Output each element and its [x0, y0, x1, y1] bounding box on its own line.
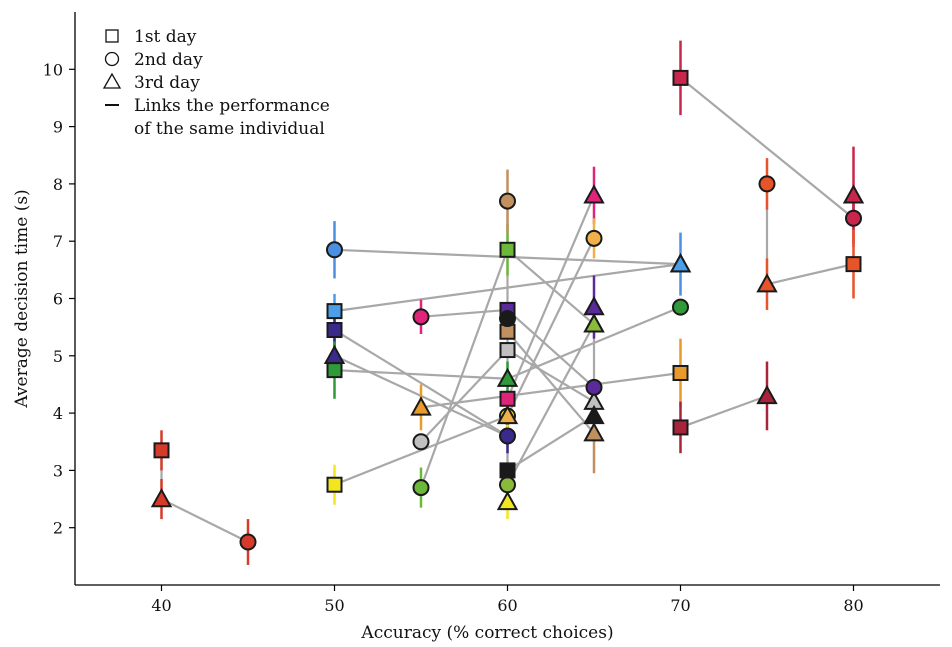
individual-link-line	[506, 323, 595, 486]
y-tick-label: 4	[53, 404, 63, 423]
data-point-day3	[496, 404, 519, 425]
data-point-day1	[326, 322, 343, 339]
legend-circle-icon	[104, 51, 120, 67]
data-point-day1	[326, 303, 343, 320]
individual-link-line	[679, 77, 855, 220]
data-point-day1	[499, 390, 516, 407]
data-point-day3	[150, 487, 173, 508]
data-point-day2	[412, 308, 430, 326]
individual-link-line	[766, 263, 854, 286]
data-point-day1	[672, 419, 689, 436]
y-tick-label: 6	[53, 290, 63, 309]
data-point-day3	[583, 296, 605, 316]
individual-link-line	[506, 349, 595, 403]
data-point-day2	[672, 298, 689, 316]
data-point-day2	[412, 433, 430, 451]
data-point-day1	[153, 442, 170, 459]
data-point-day2	[845, 209, 862, 227]
individual-link-line	[506, 237, 595, 417]
data-point-day3	[583, 313, 605, 333]
data-point-day1	[672, 364, 689, 381]
data-point-day2	[326, 241, 343, 259]
y-tick-label: 9	[53, 118, 63, 137]
data-point-day3	[496, 490, 519, 511]
individual-link-line	[419, 249, 509, 488]
individual-link-line	[506, 331, 595, 434]
legend-label: of the same individual	[134, 119, 325, 139]
individual-link-line	[506, 415, 595, 472]
data-point-day3	[323, 344, 346, 364]
individual-link-line	[161, 498, 249, 544]
data-point-day3	[496, 367, 519, 387]
x-axis-label: Accuracy (% correct choices)	[360, 623, 613, 643]
individual-link-line	[506, 309, 595, 389]
data-point-day3	[756, 384, 778, 405]
data-point-day1	[499, 241, 516, 258]
data-point-day2	[499, 192, 516, 210]
data-point-day3	[410, 396, 432, 416]
legend-label: 1st day	[134, 27, 197, 47]
individual-link-line	[333, 329, 509, 437]
legend-label: 2nd day	[134, 50, 203, 70]
individual-link-line	[420, 308, 508, 318]
data-point-day1	[672, 69, 689, 86]
data-point-day3	[583, 184, 605, 204]
data-point-day1	[326, 476, 343, 493]
data-point-day2	[499, 476, 516, 494]
data-point-day3	[756, 273, 778, 293]
legend-label: 3rd day	[134, 73, 200, 93]
data-point-day2	[239, 533, 257, 551]
data-point-day1	[499, 462, 516, 479]
x-tick-label: 40	[151, 596, 171, 615]
data-point-day2	[585, 229, 603, 247]
individual-link-line	[334, 414, 508, 486]
data-point-day1	[326, 362, 343, 379]
data-point-day2	[758, 175, 776, 193]
x-tick-label: 80	[843, 596, 863, 615]
data-point-day3	[583, 422, 605, 442]
data-point-day2	[585, 378, 603, 396]
data-point-day3	[583, 404, 605, 425]
x-tick-label: 70	[670, 596, 690, 615]
legend-triangle-icon	[102, 72, 122, 89]
individual-link-line	[680, 394, 768, 429]
individual-link-line	[420, 349, 509, 443]
legend-square-icon	[105, 29, 119, 43]
legend-label: Links the performance	[134, 96, 330, 116]
y-axis-label: Average decision time (s)	[12, 189, 32, 408]
y-tick-label: 7	[53, 232, 63, 251]
y-tick-label: 10	[43, 60, 63, 79]
individual-link-line	[506, 194, 596, 400]
individual-link-line	[420, 371, 681, 409]
data-point-day3	[669, 253, 692, 273]
y-tick-label: 2	[53, 519, 63, 538]
y-tick-label: 3	[53, 461, 63, 480]
data-point-day1	[845, 256, 862, 273]
x-tick-label: 50	[324, 596, 344, 615]
data-point-day2	[499, 310, 516, 328]
individual-link-line	[334, 369, 508, 380]
y-tick-label: 8	[53, 175, 63, 194]
x-tick-label: 60	[497, 596, 517, 615]
data-point-day2	[412, 479, 430, 497]
y-tick-label: 5	[53, 347, 63, 366]
data-point-day3	[842, 184, 865, 204]
data-point-day1	[499, 342, 516, 359]
data-point-day2	[499, 427, 516, 445]
individual-link-line	[506, 248, 595, 326]
